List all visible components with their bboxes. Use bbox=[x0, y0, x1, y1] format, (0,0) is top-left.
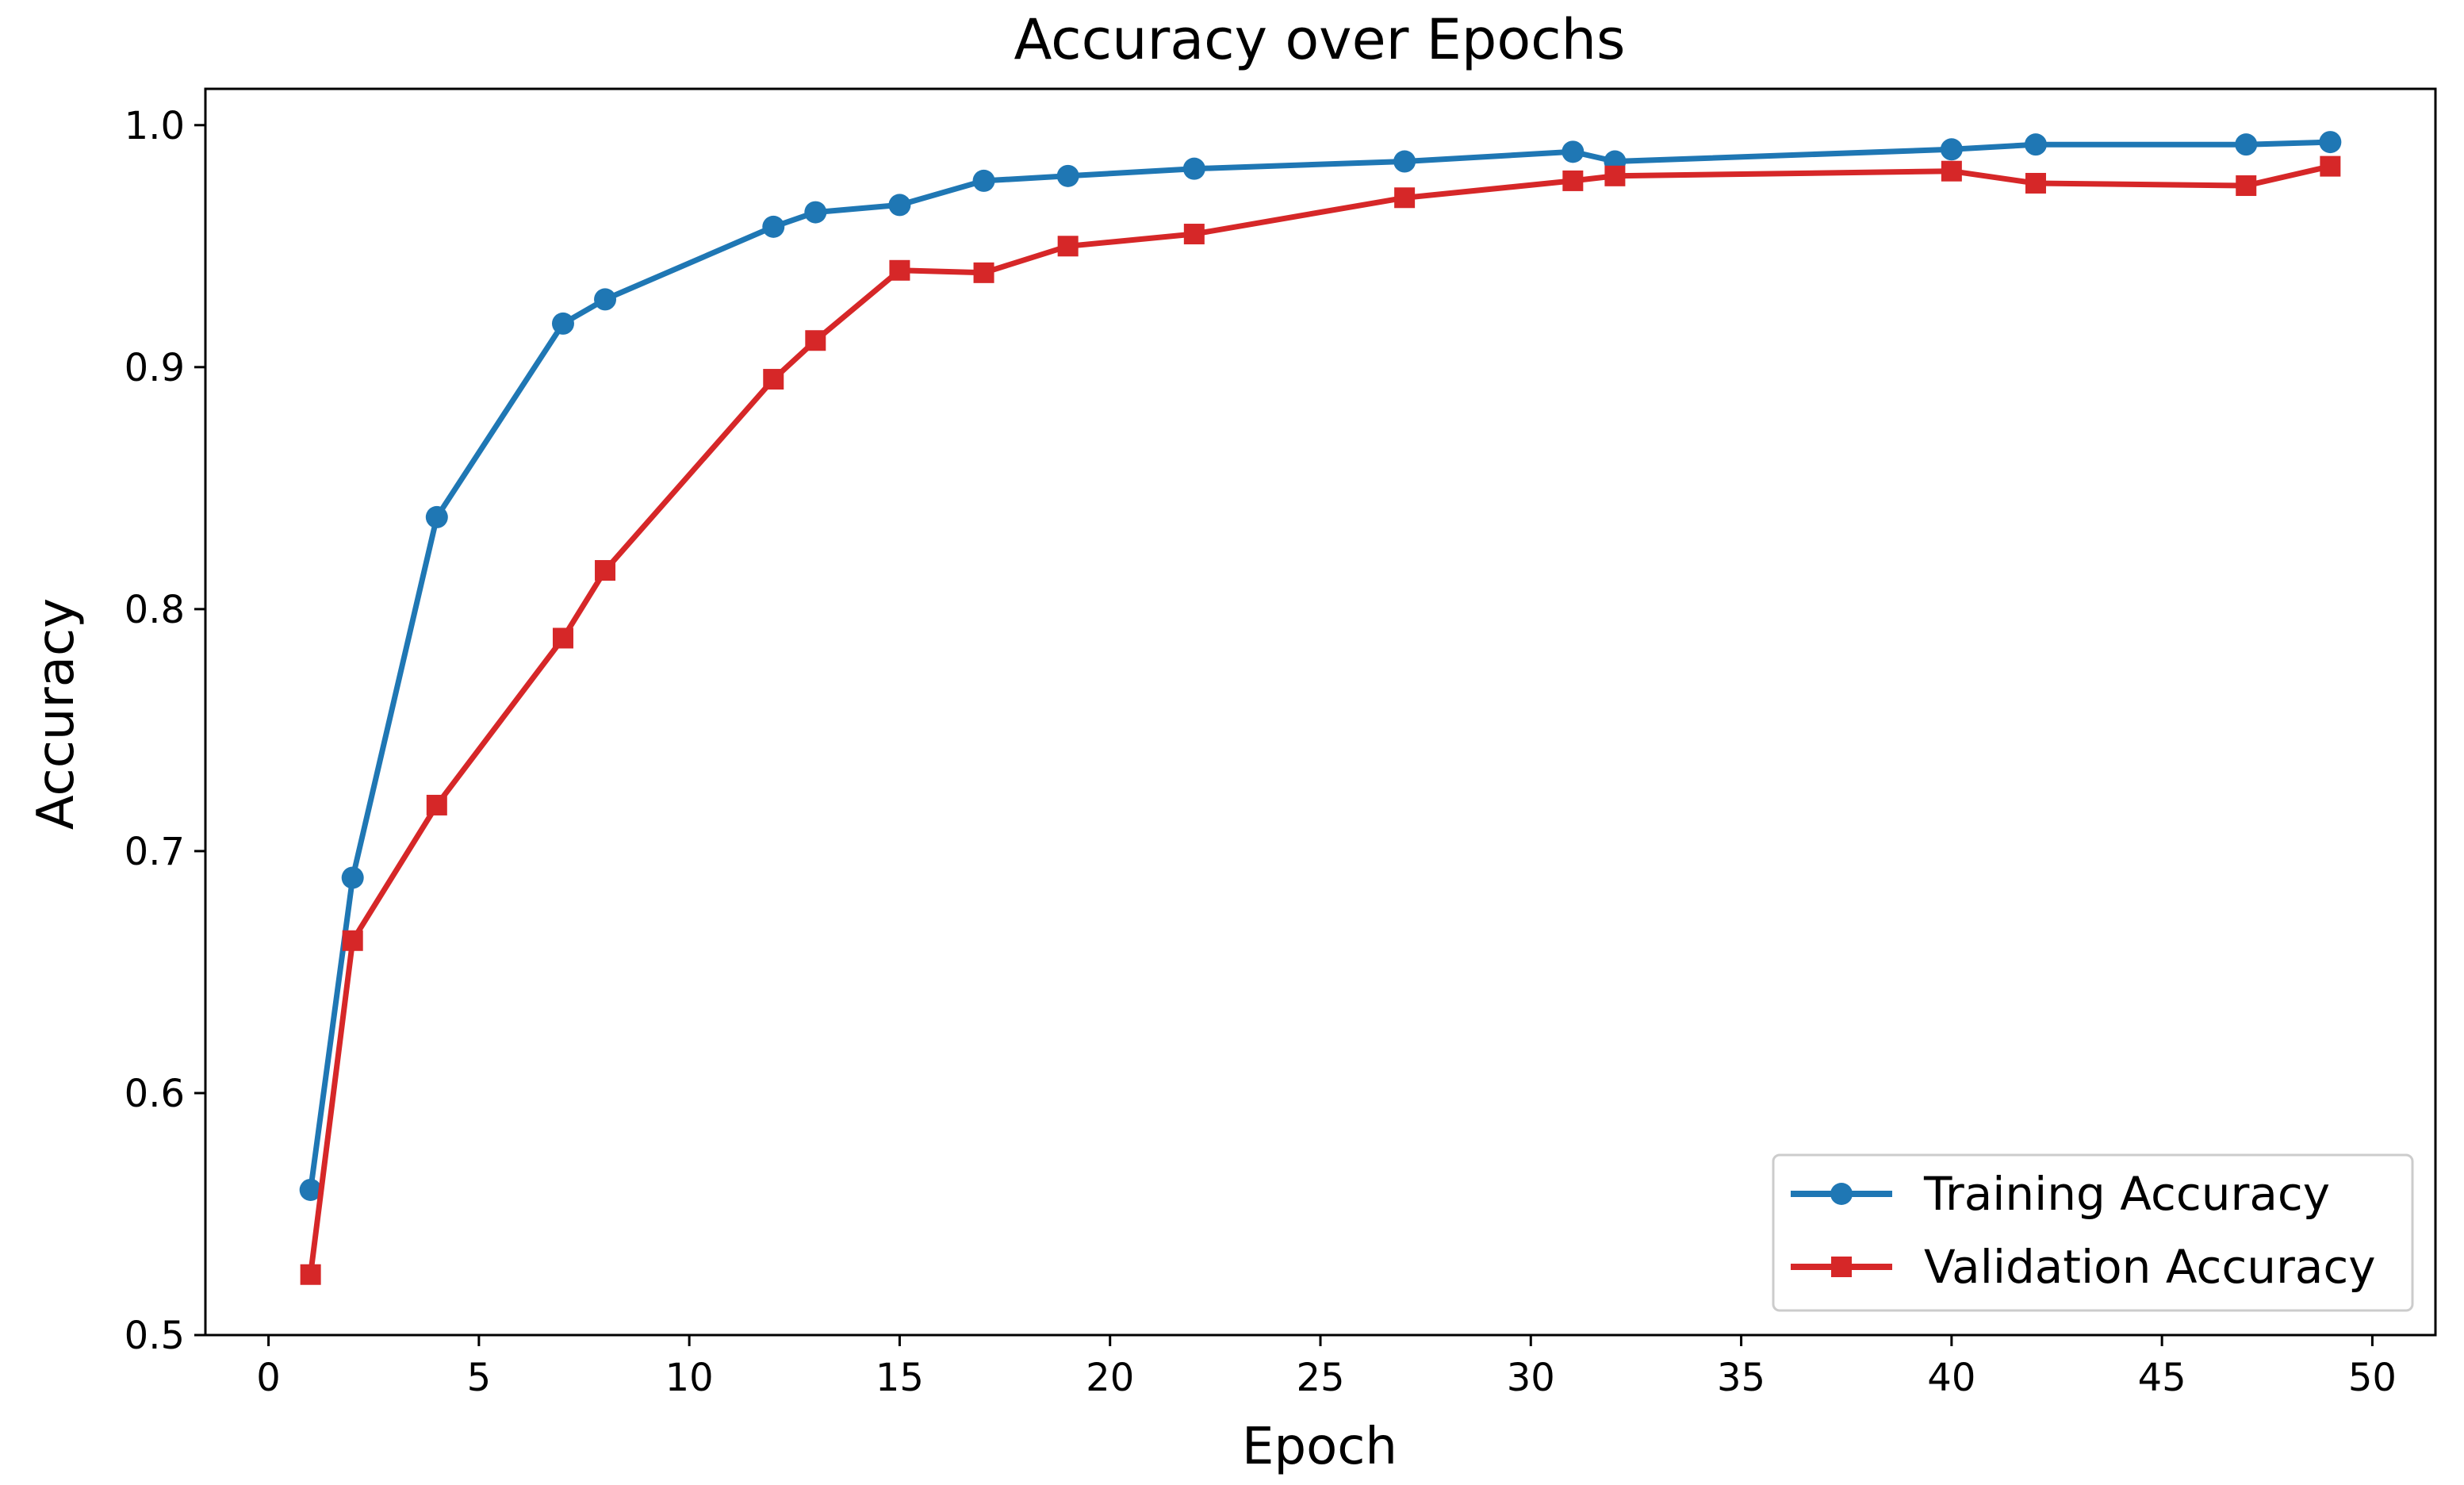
y-tick-label: 1.0 bbox=[125, 104, 185, 148]
x-tick-label: 10 bbox=[665, 1356, 714, 1400]
plot-frame bbox=[204, 87, 2437, 1337]
x-tick-label: 30 bbox=[1507, 1356, 1555, 1400]
data-point-validation bbox=[552, 627, 573, 649]
x-tick-label: 15 bbox=[876, 1356, 924, 1400]
x-tick-label: 40 bbox=[1927, 1356, 1975, 1400]
data-point-validation bbox=[426, 794, 447, 815]
data-point-validation bbox=[1394, 187, 1416, 209]
legend-label-training: Training Accuracy bbox=[1923, 1167, 2330, 1221]
data-point-validation bbox=[2025, 172, 2046, 194]
legend-marker-training bbox=[1830, 1183, 1853, 1205]
data-point-training bbox=[551, 312, 574, 335]
x-tick-label: 35 bbox=[1717, 1356, 1765, 1400]
data-point-validation bbox=[1562, 170, 1584, 191]
legend-label-validation: Validation Accuracy bbox=[1924, 1240, 2376, 1294]
data-point-training bbox=[762, 215, 785, 238]
data-point-validation bbox=[1183, 224, 1205, 245]
data-point-validation bbox=[1057, 236, 1079, 257]
data-point-validation bbox=[805, 330, 826, 351]
data-point-training bbox=[888, 194, 911, 217]
data-point-training bbox=[1562, 140, 1585, 163]
data-point-training bbox=[1182, 157, 1205, 180]
data-point-training bbox=[341, 866, 364, 889]
series-line-training bbox=[308, 139, 2333, 1193]
data-point-training bbox=[425, 505, 448, 528]
series-validation bbox=[300, 155, 2341, 1285]
chart-title: Accuracy over Epochs bbox=[1014, 7, 1626, 72]
y-tick-label: 0.8 bbox=[125, 588, 185, 632]
data-point-training bbox=[2319, 131, 2342, 154]
data-point-validation bbox=[763, 369, 784, 390]
legend-item-validation: Validation Accuracy bbox=[1791, 1240, 2376, 1294]
x-tick-label: 50 bbox=[2348, 1356, 2397, 1400]
data-point-validation bbox=[973, 262, 994, 283]
data-point-validation bbox=[889, 259, 910, 281]
x-tick-label: 0 bbox=[256, 1356, 281, 1400]
data-point-training bbox=[804, 201, 827, 224]
data-point-training bbox=[1393, 150, 1416, 173]
data-point-validation bbox=[342, 930, 363, 951]
data-point-validation bbox=[1604, 165, 1626, 186]
x-axis-label: Epoch bbox=[1242, 1418, 1397, 1476]
y-tick-label: 0.5 bbox=[125, 1314, 185, 1358]
data-point-training bbox=[972, 169, 995, 192]
y-tick-label: 0.9 bbox=[125, 346, 185, 390]
data-point-training bbox=[299, 1178, 322, 1201]
legend-marker-validation bbox=[1831, 1257, 1852, 1277]
data-point-training bbox=[2235, 133, 2258, 156]
data-point-validation bbox=[2320, 155, 2341, 177]
data-point-validation bbox=[2236, 175, 2257, 197]
legend-item-training: Training Accuracy bbox=[1791, 1167, 2330, 1221]
data-point-validation bbox=[595, 560, 616, 581]
legend-box bbox=[1772, 1153, 2414, 1312]
y-tick-label: 0.6 bbox=[125, 1072, 185, 1116]
x-tick-label: 25 bbox=[1296, 1356, 1344, 1400]
x-tick-label: 45 bbox=[2138, 1356, 2186, 1400]
series-line-validation bbox=[308, 163, 2333, 1278]
x-tick-label: 5 bbox=[467, 1356, 492, 1400]
data-point-training bbox=[594, 288, 617, 311]
data-point-training bbox=[1056, 164, 1079, 187]
series-layer bbox=[299, 131, 2342, 1285]
y-tick-label: 0.7 bbox=[125, 830, 185, 874]
data-point-validation bbox=[1941, 160, 1962, 182]
x-tick-label: 20 bbox=[1086, 1356, 1134, 1400]
axes: 0 5 10 15 20 25 30 35 40 45 50 0.5 0.6 0.7 0.8 0.9 1.0 bbox=[125, 104, 2397, 1400]
data-point-validation bbox=[300, 1264, 321, 1285]
data-point-training bbox=[2024, 133, 2047, 156]
data-point-training bbox=[1940, 138, 1963, 161]
y-axis-label: Accuracy bbox=[27, 598, 86, 830]
legend: Training Accuracy Validation Accuracy bbox=[1772, 1153, 2414, 1312]
